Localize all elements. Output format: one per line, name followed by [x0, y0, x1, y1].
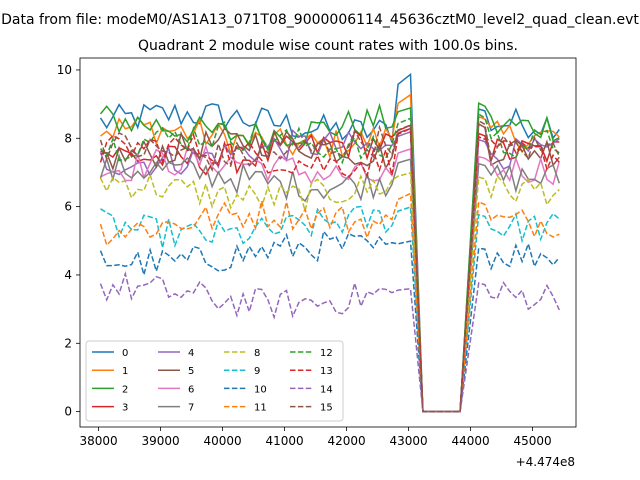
legend-label-9: 9 — [254, 366, 260, 377]
x-tick-label: 41000 — [266, 434, 304, 448]
legend-label-4: 4 — [188, 348, 194, 359]
axes-frame — [79, 57, 577, 428]
legend-label-14: 14 — [320, 384, 333, 395]
x-tick-label: 44000 — [452, 434, 490, 448]
y-tick-label: 0 — [64, 405, 72, 419]
y-tick-label: 8 — [64, 131, 72, 145]
y-tick-label: 6 — [64, 200, 72, 214]
y-tick-label: 2 — [64, 336, 72, 350]
legend-label-0: 0 — [122, 348, 128, 359]
series-line-4 — [99, 129, 560, 413]
series-line-6 — [100, 143, 561, 413]
x-tick-label: 45000 — [514, 434, 552, 448]
chart-title: Quadrant 2 module wise count rates with … — [138, 38, 518, 54]
series-line-5 — [100, 122, 560, 413]
legend-label-1: 1 — [122, 366, 128, 377]
x-tick-label: 39000 — [142, 434, 180, 448]
legend-label-7: 7 — [188, 403, 194, 414]
x-tick-label: 43000 — [390, 434, 428, 448]
legend-label-10: 10 — [254, 384, 267, 395]
series-line-15 — [99, 119, 560, 413]
series-line-10 — [99, 229, 560, 413]
legend-label-6: 6 — [188, 384, 194, 395]
legend-label-5: 5 — [188, 366, 194, 377]
series-line-7 — [99, 153, 561, 413]
x-tick-label: 38000 — [80, 434, 118, 448]
y-tick-label: 10 — [57, 63, 72, 77]
series-line-14 — [99, 271, 560, 413]
legend-label-8: 8 — [254, 348, 260, 359]
legend-label-15: 15 — [320, 403, 333, 414]
legend-label-12: 12 — [320, 348, 333, 359]
series-line-13 — [99, 127, 560, 413]
legend-box — [85, 340, 344, 422]
x-tick-label: 40000 — [204, 434, 242, 448]
x-tick-label: 42000 — [328, 434, 366, 448]
legend-label-2: 2 — [122, 384, 128, 395]
legend-label-11: 11 — [254, 403, 267, 414]
legend-label-3: 3 — [122, 403, 128, 414]
series-line-2 — [99, 102, 560, 413]
series-line-12 — [99, 112, 560, 413]
plot-area: 38000 39000 40000 41000 42000 43000 44000 45000… — [57, 57, 577, 448]
series-line-8 — [99, 171, 560, 413]
suptitle: Data from file: modeM0/AS1A13_071T08_900… — [1, 12, 639, 28]
series-line-11 — [99, 192, 560, 413]
y-tick-label: 4 — [64, 268, 72, 282]
series-line-9 — [100, 205, 560, 413]
x-offset-text: +4.474e8 — [516, 455, 575, 469]
legend-label-13: 13 — [320, 366, 333, 377]
